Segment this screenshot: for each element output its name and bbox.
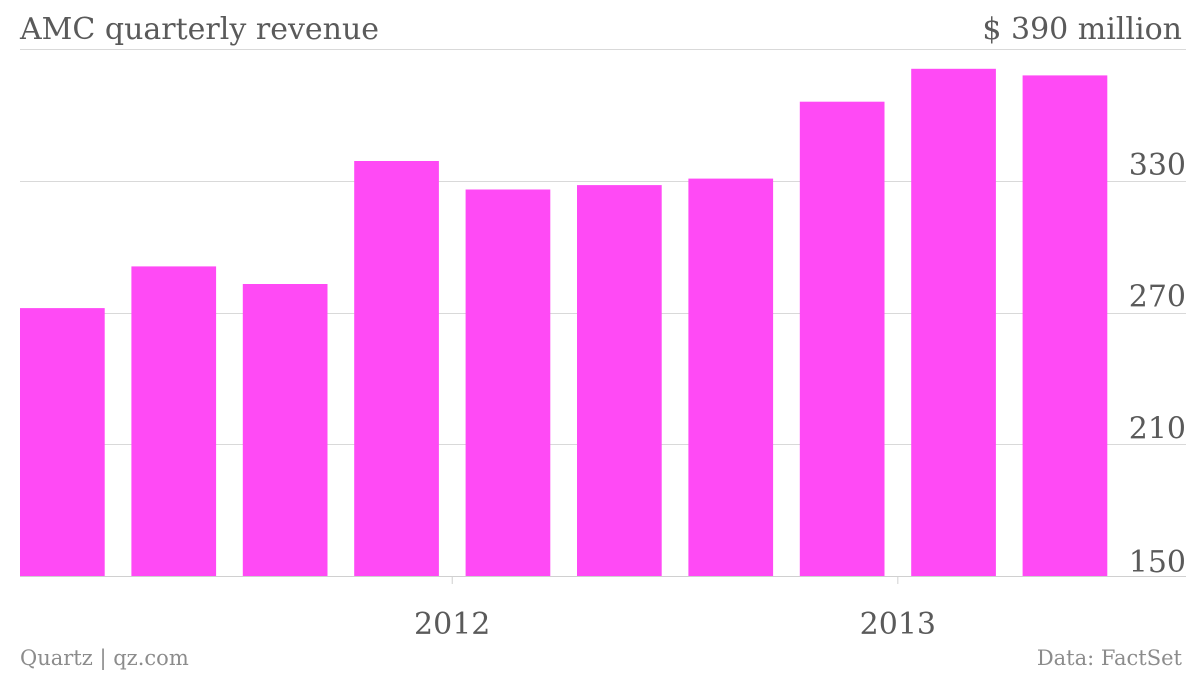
top-axis-label: $ 390 million — [982, 12, 1182, 47]
bar-2 — [131, 266, 217, 576]
x-axis: 2012 2013 — [20, 576, 1186, 642]
bar-8 — [799, 101, 885, 576]
y-tick-label-210: 210 — [1129, 411, 1186, 446]
bar-6 — [577, 185, 662, 576]
y-tick-labels: 150 210 270 330 — [1129, 148, 1186, 580]
source-credit: Quartz | qz.com — [20, 646, 189, 670]
x-tick-label-2013: 2013 — [860, 607, 936, 642]
bar-4 — [354, 161, 439, 576]
chart-title: AMC quarterly revenue — [20, 12, 380, 47]
x-tick-label-2012: 2012 — [414, 607, 490, 642]
y-tick-label-270: 270 — [1129, 280, 1186, 315]
bar-10 — [1022, 75, 1108, 577]
y-tick-label-330: 330 — [1129, 148, 1186, 183]
bar-3 — [242, 284, 328, 576]
bar-1 — [20, 308, 105, 576]
bars — [20, 68, 1108, 577]
bar-9 — [911, 68, 996, 577]
y-tick-label-150: 150 — [1129, 545, 1186, 580]
data-source: Data: FactSet — [1036, 646, 1182, 670]
bar-5 — [465, 189, 551, 576]
bar-7 — [688, 178, 774, 576]
